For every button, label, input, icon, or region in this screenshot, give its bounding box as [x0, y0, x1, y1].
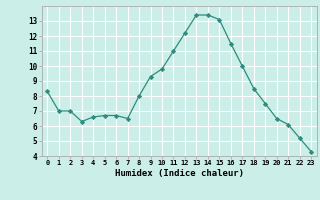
X-axis label: Humidex (Indice chaleur): Humidex (Indice chaleur) — [115, 169, 244, 178]
